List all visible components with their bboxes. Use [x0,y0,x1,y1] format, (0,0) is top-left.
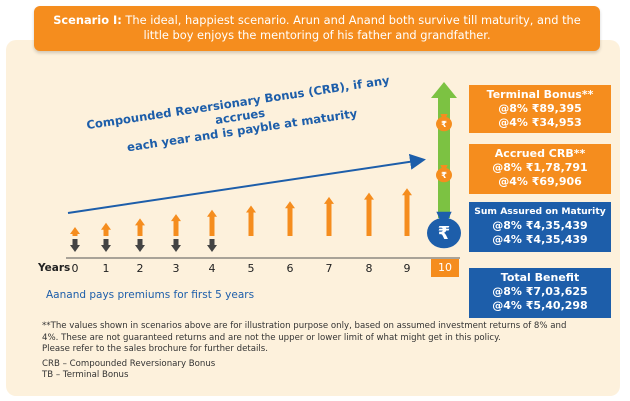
premium-arrow-year-3 [171,239,181,252]
total-benefit-title: Total Benefit [500,271,580,284]
terminal-bonus-bag-icon: ₹ [436,114,452,132]
bonus-arrow-year-5 [246,205,256,236]
year-10: 10 [431,259,459,277]
total-benefit-8pct: @8% ₹7,03,625 [492,285,588,298]
terminal-bonus-title: Terminal Bonus** [486,88,594,101]
trend-arrow [67,153,426,214]
scenario-banner: Scenario I: The ideal, happiest scenario… [34,6,600,51]
bonus-arrow-year-2 [135,218,145,236]
sum-assured-8pct: @8% ₹4,35,439 [492,219,588,232]
bonus-arrow-year-1 [101,222,111,236]
accrued-crb-bag-icon: ₹ [436,165,452,183]
bonus-arrow-year-6 [285,201,295,236]
total-benefit-4pct: @4% ₹5,40,298 [492,299,588,312]
year-0: 0 [71,262,79,275]
bonus-arrow-year-3 [171,214,181,236]
scenario-title: Scenario I: [53,13,122,27]
premium-note: Aanand pays premiums for first 5 years [46,289,255,301]
footnote-line3: Please refer to the sales brochure for f… [42,344,268,354]
maturity-arrow [431,82,457,218]
year-6: 6 [286,262,294,275]
footnote: **The values shown in scenarios above ar… [42,321,610,382]
year-2: 2 [136,262,144,275]
terminal-bonus-4pct: @4% ₹34,953 [498,116,582,129]
footnote-crb: CRB – Compounded Reversionary Bonus [42,358,216,369]
years-axis-label: Years [38,262,71,274]
accrued-crb-bag-icon-symbol: ₹ [441,170,447,180]
year-4: 4 [208,262,216,275]
footnote-line2: 4%. These are not guaranteed returns and… [42,332,501,343]
premium-arrow-year-0 [70,239,80,252]
accrued-crb-4pct: @4% ₹69,906 [498,175,582,188]
year-3: 3 [172,262,180,275]
year-9: 9 [403,262,411,275]
sum-assured-box: Sum Assured on Maturity @8% ₹4,35,439 @4… [469,202,611,252]
sum-assured-bag-icon: ₹ [427,211,461,249]
premium-arrow-year-1 [101,239,111,252]
bonus-arrow-year-9 [402,188,412,236]
total-benefit-box: Total Benefit @8% ₹7,03,625 @4% ₹5,40,29… [469,268,611,318]
year-8: 8 [365,262,373,275]
year-1: 1 [102,262,110,275]
sum-assured-bag-icon-symbol: ₹ [438,223,450,244]
bonus-arrow-year-4 [207,209,217,236]
premium-arrow-year-4 [207,239,217,252]
bonus-arrow-year-0 [70,227,80,236]
year-5: 5 [247,262,255,275]
accrued-crb-box: Accrued CRB** @8% ₹1,78,791 @4% ₹69,906 [469,144,611,194]
sum-assured-4pct: @4% ₹4,35,439 [492,233,588,246]
accrued-crb-8pct: @8% ₹1,78,791 [492,161,588,174]
footnote-tb: TB – Terminal Bonus [42,370,129,380]
sum-assured-title: Sum Assured on Maturity [474,206,606,217]
bonus-arrow-year-8 [364,192,374,236]
bonus-arrow-year-7 [324,196,334,236]
terminal-bonus-bag-icon-symbol: ₹ [441,119,447,129]
terminal-bonus-box: Terminal Bonus** @8% ₹89,395 @4% ₹34,953 [469,85,611,133]
accrued-crb-title: Accrued CRB** [494,147,586,160]
terminal-bonus-8pct: @8% ₹89,395 [498,102,582,115]
year-7: 7 [325,262,333,275]
premium-arrow-year-2 [135,239,145,252]
footnote-line1: **The values shown in scenarios above ar… [42,321,567,331]
scenario-description: The ideal, happiest scenario. Arun and A… [121,13,581,42]
